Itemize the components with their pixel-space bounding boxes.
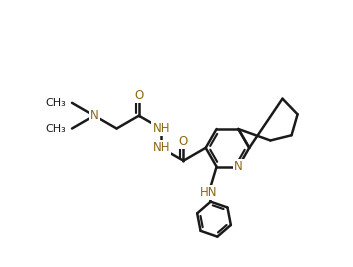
Text: O: O — [179, 135, 188, 148]
Text: N: N — [234, 160, 243, 173]
Text: N: N — [90, 109, 98, 122]
Text: CH₃: CH₃ — [45, 98, 66, 108]
Text: NH: NH — [152, 122, 170, 135]
Text: CH₃: CH₃ — [45, 124, 66, 134]
Text: O: O — [134, 89, 143, 102]
Text: HN: HN — [200, 186, 217, 199]
Text: NH: NH — [152, 141, 170, 154]
